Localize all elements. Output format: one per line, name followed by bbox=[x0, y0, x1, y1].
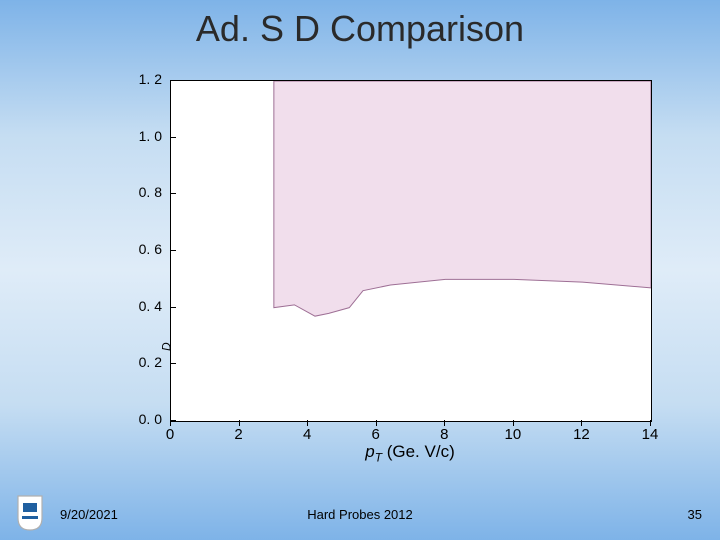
ytick-label: 1. 0 bbox=[122, 128, 162, 144]
plot-area bbox=[170, 80, 652, 422]
ytick-mark bbox=[170, 193, 176, 194]
ytick-label: 0. 0 bbox=[122, 411, 162, 427]
page-title: Ad. S D Comparison bbox=[0, 8, 720, 50]
xtick-label: 12 bbox=[566, 426, 596, 443]
uncertainty-band bbox=[274, 81, 651, 316]
xtick-label: 14 bbox=[635, 426, 665, 443]
ytick-mark bbox=[170, 250, 176, 251]
chart-svg bbox=[171, 81, 651, 421]
xtick-label: 8 bbox=[429, 426, 459, 443]
ytick-label: 1. 2 bbox=[122, 71, 162, 87]
ytick-mark bbox=[170, 80, 176, 81]
slide: Ad. S D Comparison RDAA (Data– Theory)/D… bbox=[0, 0, 720, 540]
footer-page-number: 35 bbox=[688, 507, 702, 522]
ytick-label: 0. 4 bbox=[122, 298, 162, 314]
xtick-label: 0 bbox=[155, 426, 185, 443]
xtick-label: 4 bbox=[292, 426, 322, 443]
xtick-mark bbox=[307, 420, 308, 426]
ytick-label: 0. 2 bbox=[122, 354, 162, 370]
xtick-mark bbox=[513, 420, 514, 426]
ytick-mark bbox=[170, 137, 176, 138]
ytick-mark bbox=[170, 307, 176, 308]
x-axis-label: pT (Ge. V/c) bbox=[170, 442, 650, 464]
xtick-mark bbox=[581, 420, 582, 426]
xtick-label: 10 bbox=[498, 426, 528, 443]
xlabel-sub: T bbox=[375, 450, 382, 464]
chart-container: RDAA (Data– Theory)/Data pT (Ge. V/c) 0.… bbox=[90, 70, 670, 460]
xlabel-prefix: p bbox=[365, 442, 374, 461]
xtick-mark bbox=[376, 420, 377, 426]
xlabel-suffix: (Ge. V/c) bbox=[382, 442, 455, 461]
ytick-label: 0. 8 bbox=[122, 184, 162, 200]
xtick-mark bbox=[239, 420, 240, 426]
footer-center: Hard Probes 2012 bbox=[0, 507, 720, 522]
ytick-label: 0. 6 bbox=[122, 241, 162, 257]
xtick-mark bbox=[444, 420, 445, 426]
ytick-mark bbox=[170, 363, 176, 364]
xtick-mark bbox=[650, 420, 651, 426]
xtick-label: 6 bbox=[361, 426, 391, 443]
xtick-label: 2 bbox=[224, 426, 254, 443]
xtick-mark bbox=[170, 420, 171, 426]
